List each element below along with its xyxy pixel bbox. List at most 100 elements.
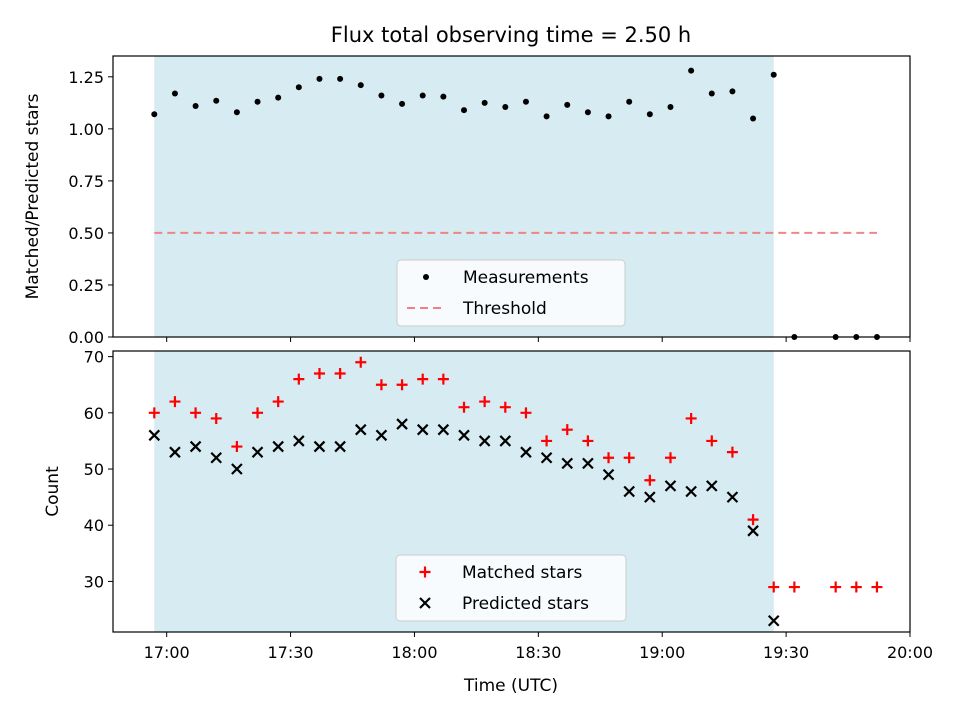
legend-label: Threshold xyxy=(462,299,547,319)
predicted-stars-point xyxy=(664,480,677,492)
y-tick-label: 1.00 xyxy=(68,120,104,139)
matched-stars-point xyxy=(417,373,429,385)
predicted-stars-point xyxy=(520,446,532,458)
matched-stars-point xyxy=(458,401,470,413)
measurements-point xyxy=(213,97,220,104)
matched-stars-point xyxy=(355,356,367,368)
y-tick-label: 30 xyxy=(84,572,104,591)
matched-stars-point xyxy=(706,435,718,447)
x-tick-label: 17:30 xyxy=(268,643,314,662)
measurements-point xyxy=(564,101,571,108)
matched-stars-point xyxy=(148,407,160,419)
measurements-point xyxy=(543,113,550,120)
predicted-stars-point xyxy=(458,429,470,442)
matched-stars-point xyxy=(334,367,346,379)
y-axis-label: Count xyxy=(43,466,63,517)
y-tick-label: 0.75 xyxy=(68,172,104,191)
matched-stars-point xyxy=(272,396,284,408)
y-tick-label: 70 xyxy=(84,348,104,367)
measurements-point xyxy=(399,100,406,107)
measurements-point xyxy=(646,111,653,118)
measurements-point xyxy=(605,113,612,120)
predicted-stars-point xyxy=(313,440,326,453)
x-tick-label: 20:00 xyxy=(887,643,933,662)
matched-stars-point xyxy=(561,424,573,436)
predicted-stars-point xyxy=(231,463,243,475)
matched-stars-point xyxy=(850,581,862,593)
measurements-point xyxy=(171,90,178,97)
measurements-point xyxy=(357,82,364,89)
measurements-point xyxy=(481,99,488,106)
matched-stars-point xyxy=(541,435,553,447)
measurements-point xyxy=(316,75,323,82)
legend-swatch-predicted-stars xyxy=(419,597,431,609)
matched-stars-point xyxy=(520,407,532,419)
predicted-stars-point xyxy=(148,429,161,442)
legend-swatch-matched-stars xyxy=(419,566,431,578)
matched-stars-point xyxy=(169,396,181,408)
x-tick-label: 19:00 xyxy=(639,643,685,662)
measurements-point xyxy=(626,98,633,105)
legend-label: Measurements xyxy=(463,268,589,288)
predicted-stars-point xyxy=(416,423,429,436)
matched-stars-point xyxy=(747,514,759,526)
matched-stars-point xyxy=(788,581,800,593)
predicted-stars-point xyxy=(251,446,264,458)
matched-stars-point xyxy=(664,452,676,464)
measurements-point xyxy=(750,115,757,122)
predicted-stars-point xyxy=(189,440,202,453)
matched-stars-point xyxy=(603,452,615,464)
y-tick-label: 0.50 xyxy=(68,224,104,243)
legend: Measurements Threshold xyxy=(396,259,626,327)
legend-swatch-measurements xyxy=(423,274,429,280)
measurements-point xyxy=(440,93,447,100)
measurements-point xyxy=(295,84,302,91)
y-tick-label: 0.25 xyxy=(68,276,104,295)
predicted-stars-point xyxy=(499,435,512,447)
measurements-point xyxy=(151,111,158,118)
predicted-stars-point xyxy=(478,435,491,447)
predicted-stars-point xyxy=(582,457,594,470)
measurements-point xyxy=(254,98,261,105)
y-tick-label: 60 xyxy=(84,404,104,423)
matched-stars-point xyxy=(293,373,305,385)
matched-stars-point xyxy=(499,401,511,413)
matched-stars-point xyxy=(623,452,635,464)
x-tick-label: 19:30 xyxy=(763,643,809,662)
predicted-stars-point xyxy=(644,491,656,503)
measurements-point xyxy=(233,109,240,116)
predicted-stars-point xyxy=(272,440,284,453)
predicted-stars-point xyxy=(747,525,759,537)
measurements-point xyxy=(502,103,509,110)
predicted-stars-point xyxy=(210,452,223,464)
measurements-point xyxy=(378,92,385,99)
y-tick-label: 40 xyxy=(84,516,104,535)
matched-stars-point xyxy=(313,367,325,379)
measurements-point xyxy=(584,109,591,116)
legend-box xyxy=(395,554,627,622)
legend-box xyxy=(396,259,626,327)
measurements-point xyxy=(461,107,468,114)
measurements-point xyxy=(419,92,426,99)
count-panel: 30 40 50 60 70 17:00 17:30 18:00 18:30 19:00 19:30… xyxy=(43,348,933,662)
predicted-stars-point xyxy=(726,491,739,503)
x-tick-label: 18:30 xyxy=(515,643,561,662)
predicted-stars-point xyxy=(334,440,346,453)
matched-stars-point xyxy=(190,407,202,419)
matched-stars-point xyxy=(644,474,656,486)
predicted-stars-point xyxy=(623,485,635,498)
y-axis-label: Matched/Predicted stars xyxy=(23,93,43,299)
predicted-stars-point xyxy=(561,457,574,470)
y-tick-label: 0.00 xyxy=(68,328,104,347)
matched-stars-point xyxy=(437,373,449,385)
predicted-stars-point xyxy=(293,435,305,447)
predicted-stars-point xyxy=(540,452,553,464)
legend: Matched stars Predicted stars xyxy=(395,554,627,622)
measurements-point xyxy=(337,75,344,82)
predicted-stars-point xyxy=(169,446,181,458)
ratio-panel: 0.00 0.25 0.50 0.75 1.00 1.25 Matched/Predicte… xyxy=(23,55,911,347)
matched-stars-point xyxy=(231,441,243,453)
matched-stars-point xyxy=(396,379,408,391)
matched-stars-point xyxy=(830,581,842,593)
